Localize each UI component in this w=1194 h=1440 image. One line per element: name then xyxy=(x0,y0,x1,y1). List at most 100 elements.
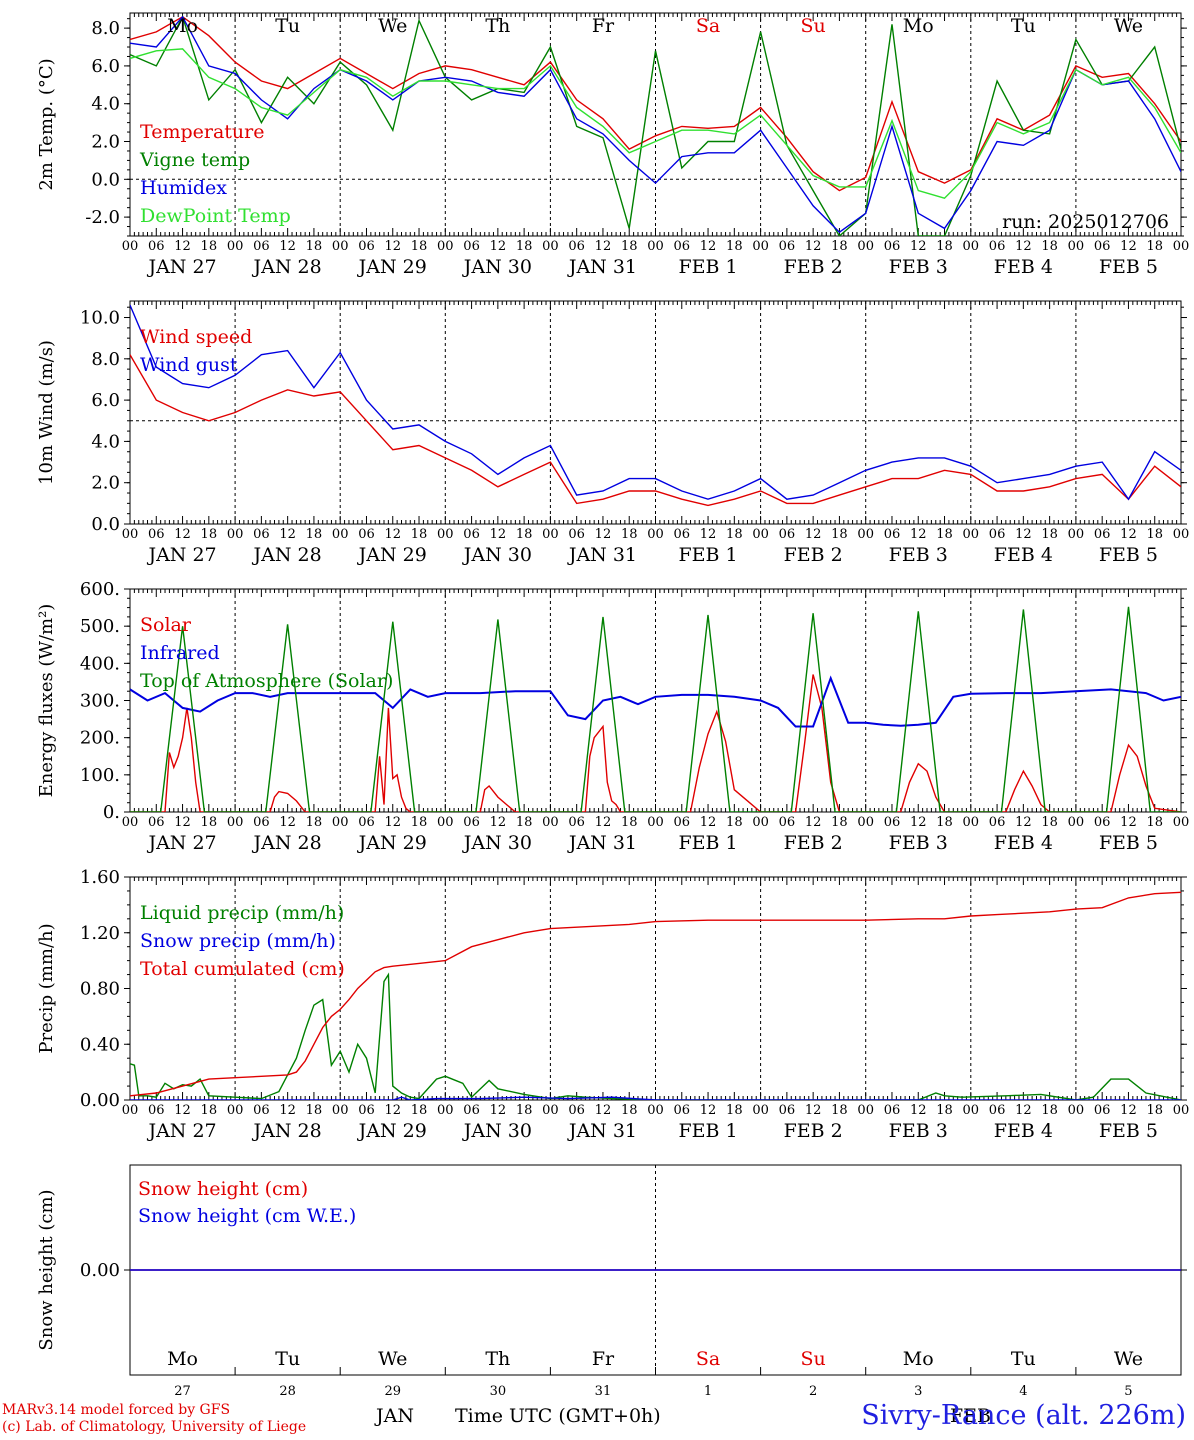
date-label: JAN 29 xyxy=(357,1120,427,1142)
day-number-label: 29 xyxy=(384,1384,401,1399)
hour-tick-label: 00 xyxy=(857,239,874,254)
hour-tick-label: 06 xyxy=(989,527,1006,542)
hour-tick-label: 18 xyxy=(831,1103,848,1118)
hour-tick-label: 06 xyxy=(253,527,270,542)
series-line xyxy=(130,15,1181,234)
date-label: FEB 3 xyxy=(889,832,948,854)
hour-tick-label: 12 xyxy=(384,815,401,830)
hour-tick-label: 06 xyxy=(989,815,1006,830)
hour-tick-label: 18 xyxy=(516,527,533,542)
hour-tick-label: 06 xyxy=(463,527,480,542)
hour-tick-label: 18 xyxy=(306,239,323,254)
hour-tick-label: 06 xyxy=(884,815,901,830)
legend-entry: Top of Atmosphere (Solar) xyxy=(140,670,393,692)
y-tick-label: 200. xyxy=(80,728,120,749)
hour-tick-label: 00 xyxy=(437,527,454,542)
day-abbr-label: Fr xyxy=(592,1348,615,1370)
day-abbr-label: Mo xyxy=(903,1348,934,1370)
day-abbr-label: Sa xyxy=(696,15,720,37)
hour-tick-label: 00 xyxy=(647,239,664,254)
legend-entry: Snow height (cm W.E.) xyxy=(138,1205,356,1227)
hour-tick-label: 00 xyxy=(542,1103,559,1118)
hour-tick-label: 06 xyxy=(148,527,165,542)
hour-tick-label: 06 xyxy=(779,815,796,830)
date-label: JAN 30 xyxy=(462,256,532,278)
hour-tick-label: 06 xyxy=(674,527,691,542)
date-label: FEB 5 xyxy=(1099,544,1158,566)
hour-tick-label: 00 xyxy=(752,1103,769,1118)
day-abbr-label: We xyxy=(1114,1348,1143,1370)
hour-tick-label: 06 xyxy=(884,527,901,542)
day-abbr-label: Mo xyxy=(167,15,198,37)
hour-tick-label: 12 xyxy=(384,527,401,542)
day-abbr-label: Su xyxy=(801,1348,826,1370)
hour-tick-label: 00 xyxy=(332,815,349,830)
hour-tick-label: 12 xyxy=(910,1103,927,1118)
series-line xyxy=(130,606,1181,812)
hour-tick-label: 12 xyxy=(1120,239,1137,254)
hour-tick-label: 00 xyxy=(1068,815,1085,830)
hour-tick-label: 18 xyxy=(411,815,428,830)
date-label: JAN 31 xyxy=(567,256,637,278)
hour-tick-label: 12 xyxy=(174,527,191,542)
date-label: JAN 28 xyxy=(252,544,322,566)
y-tick-label: 8.0 xyxy=(91,349,120,370)
hour-tick-label: 18 xyxy=(516,1103,533,1118)
hour-tick-label: 00 xyxy=(1173,1103,1190,1118)
date-label: JAN 27 xyxy=(146,256,216,278)
series-group xyxy=(130,15,1181,236)
date-label: FEB 4 xyxy=(994,544,1053,566)
hour-tick-label: 12 xyxy=(595,527,612,542)
month-label-jan: JAN xyxy=(376,1405,414,1427)
hour-tick-label: 18 xyxy=(1041,527,1058,542)
hour-tick-label: 12 xyxy=(805,239,822,254)
day-abbr-label: We xyxy=(378,1348,407,1370)
series-line xyxy=(130,48,1181,199)
hour-tick-label: 12 xyxy=(174,815,191,830)
date-label: FEB 3 xyxy=(889,256,948,278)
y-tick-label: 600. xyxy=(80,579,120,600)
hour-tick-label: 18 xyxy=(411,527,428,542)
date-label: FEB 5 xyxy=(1099,832,1158,854)
day-abbr-label: Tu xyxy=(1011,15,1036,37)
day-number-label: 5 xyxy=(1124,1384,1132,1399)
hour-tick-label: 06 xyxy=(148,815,165,830)
hour-tick-label: 00 xyxy=(332,239,349,254)
y-tick-label: -2.0 xyxy=(85,207,120,228)
hour-tick-label: 18 xyxy=(306,1103,323,1118)
legend-entry: Wind gust xyxy=(140,354,238,376)
hour-tick-label: 06 xyxy=(1094,239,1111,254)
hour-tick-label: 00 xyxy=(542,815,559,830)
hour-tick-label: 00 xyxy=(752,527,769,542)
y-axis-title: Energy fluxes (W/m²) xyxy=(36,604,57,798)
panel-4: 00 06 12 18 00 06 12 18 00 06 12 18 00 06 12 18 00 06 12 18… xyxy=(36,867,1189,1142)
hour-tick-label: 18 xyxy=(936,239,953,254)
hour-tick-label: 18 xyxy=(726,239,743,254)
series-group xyxy=(130,891,1181,1100)
date-label: FEB 4 xyxy=(994,1120,1053,1142)
y-tick-label: 0. xyxy=(103,802,120,823)
hour-tick-label: 18 xyxy=(1041,239,1058,254)
hour-tick-label: 00 xyxy=(963,527,980,542)
hour-tick-label: 12 xyxy=(279,815,296,830)
hour-tick-label: 00 xyxy=(227,527,244,542)
hour-tick-label: 18 xyxy=(621,527,638,542)
hour-tick-label: 18 xyxy=(831,815,848,830)
date-label: FEB 2 xyxy=(784,544,843,566)
hour-tick-label: 12 xyxy=(595,1103,612,1118)
date-label: JAN 28 xyxy=(252,832,322,854)
series-group xyxy=(130,304,1181,507)
hour-tick-label: 00 xyxy=(227,1103,244,1118)
hour-tick-label: 00 xyxy=(227,815,244,830)
day-number-label: 30 xyxy=(490,1384,507,1399)
hour-tick-label: 06 xyxy=(779,527,796,542)
date-label: FEB 1 xyxy=(678,1120,737,1142)
series-line xyxy=(130,891,1181,1097)
hour-tick-label: 12 xyxy=(279,527,296,542)
y-tick-label: 2.0 xyxy=(91,132,120,153)
y-tick-label: 0.00 xyxy=(80,1090,120,1111)
station-title: Sivry-Rance (alt. 226m) xyxy=(861,1400,1186,1431)
hour-tick-label: 18 xyxy=(1146,815,1163,830)
hour-tick-label: 06 xyxy=(989,1103,1006,1118)
